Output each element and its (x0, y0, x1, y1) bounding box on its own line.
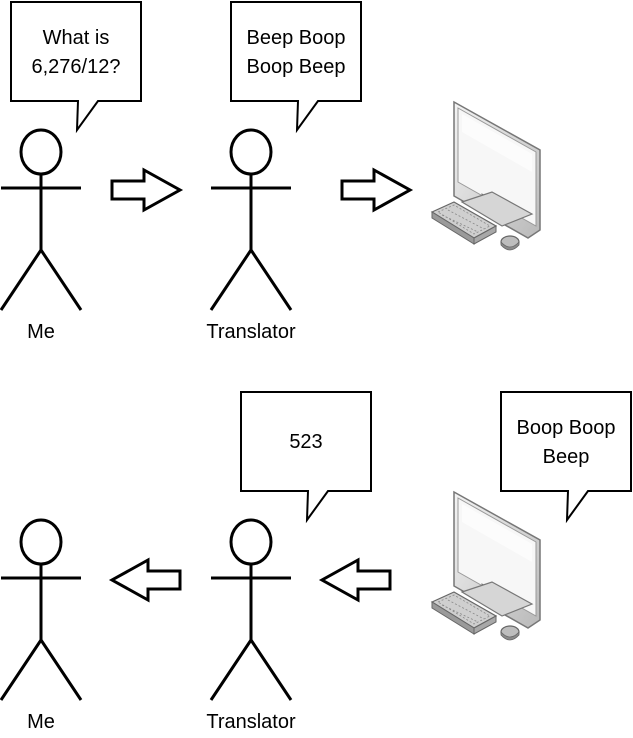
bubble-text-line: Beep (543, 446, 590, 468)
bubble-text-line: Boop Boop (517, 417, 616, 439)
stick-figure-me-top (0, 128, 83, 312)
desktop-computer-icon (431, 101, 541, 251)
speech-bubble-translator-bottom: 523 (240, 391, 372, 524)
stick-figure-me-bottom (0, 518, 83, 702)
label-me-top: Me (27, 321, 55, 343)
speech-bubble-computer-bottom: Boop Boop Beep (500, 391, 632, 524)
speech-bubble-me-top: What is 6,276/12? (10, 1, 142, 134)
right-arrow-icon (340, 168, 412, 212)
label-me-bottom: Me (27, 711, 55, 733)
left-arrow-icon (320, 558, 392, 602)
bubble-text-line: Boop Beep (247, 56, 346, 78)
stick-figure-translator-bottom (209, 518, 293, 702)
label-translator-bottom: Translator (206, 711, 296, 733)
label-translator-top: Translator (206, 321, 296, 343)
bubble-text-line: 523 (289, 431, 322, 453)
stick-figure-translator-top (209, 128, 293, 312)
left-arrow-icon (110, 558, 182, 602)
desktop-computer-icon (431, 491, 541, 641)
speech-bubble-translator-top: Beep Boop Boop Beep (230, 1, 362, 134)
bubble-text-line: 6,276/12? (32, 56, 121, 78)
bubble-text-line: Beep Boop (247, 27, 346, 49)
right-arrow-icon (110, 168, 182, 212)
bubble-text-line: What is (43, 27, 110, 49)
